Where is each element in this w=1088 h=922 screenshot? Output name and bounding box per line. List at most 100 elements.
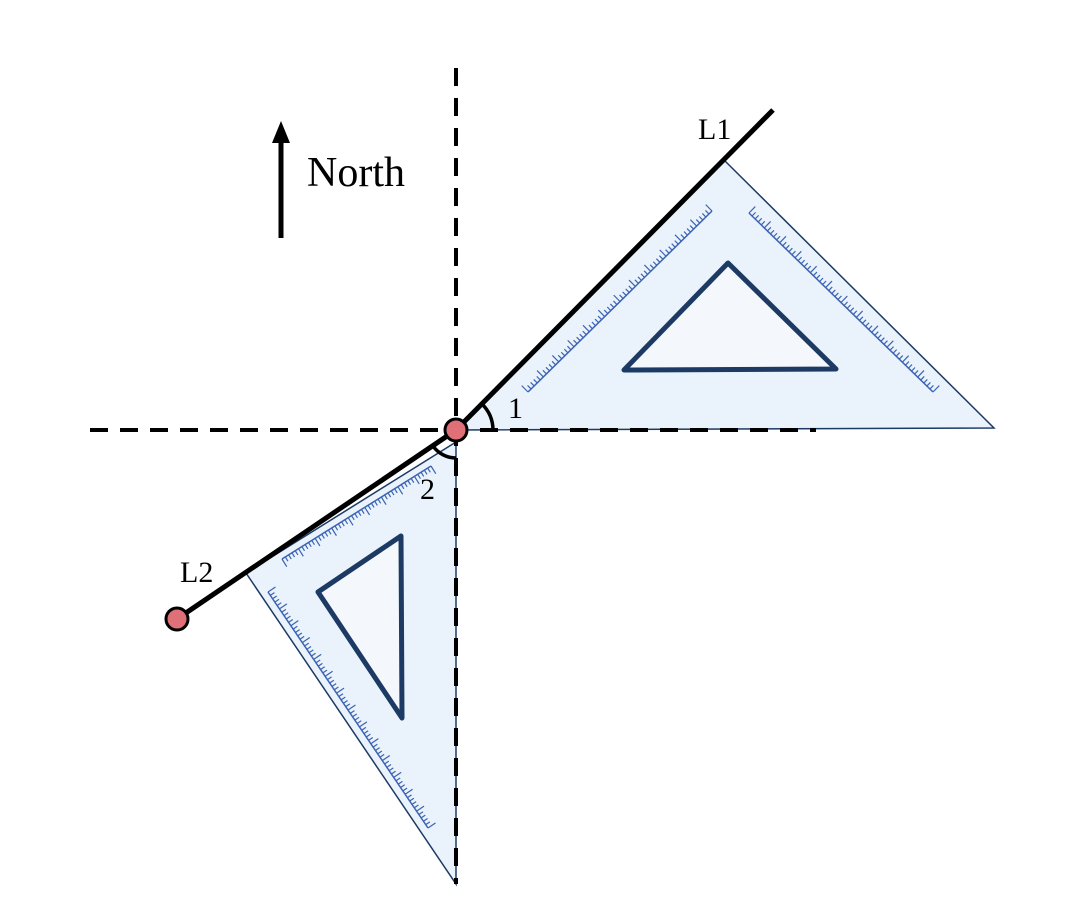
ruler-tick bbox=[797, 256, 802, 262]
set-square-2-ruler-top bbox=[281, 465, 437, 567]
set-square-2-inner bbox=[315, 533, 405, 721]
ruler-tick bbox=[377, 750, 383, 755]
set-square-1 bbox=[454, 158, 996, 431]
ruler-tick bbox=[665, 249, 670, 254]
angle-2-arc bbox=[431, 444, 457, 460]
ruler-tick bbox=[754, 214, 760, 220]
ruler-tick bbox=[384, 494, 388, 500]
ruler-tick bbox=[816, 274, 821, 280]
ruler-tick bbox=[597, 315, 603, 321]
ruler-tick bbox=[628, 279, 636, 287]
ruler-tick bbox=[400, 784, 406, 789]
ruler-tick bbox=[637, 276, 642, 281]
ruler-tick bbox=[307, 542, 312, 548]
ruler-tick bbox=[840, 295, 848, 303]
ruler-tick bbox=[427, 467, 431, 473]
ruler-tick bbox=[420, 814, 426, 819]
ruler-tick bbox=[770, 229, 775, 235]
ruler-tick bbox=[288, 619, 294, 623]
ruler-tick bbox=[791, 250, 796, 256]
ruler-tick bbox=[267, 586, 276, 593]
ruler-tick bbox=[387, 492, 392, 498]
ruler-tick bbox=[548, 363, 553, 369]
ruler-tick bbox=[889, 346, 894, 351]
ruler-tick bbox=[388, 767, 394, 772]
ruler-tick bbox=[354, 716, 360, 721]
ruler-tick bbox=[760, 220, 766, 226]
ruler-tick bbox=[582, 330, 587, 336]
ruler-tick bbox=[285, 615, 291, 620]
ruler-tick bbox=[579, 333, 584, 339]
ruler-tick bbox=[619, 294, 624, 299]
ruler-tick bbox=[295, 629, 300, 633]
ruler-tick bbox=[625, 288, 630, 293]
ruler-tick bbox=[354, 513, 359, 519]
ruler-tick bbox=[336, 687, 345, 694]
ruler-tick bbox=[576, 336, 581, 342]
ruler-tick bbox=[877, 334, 882, 339]
ruler-tick bbox=[361, 726, 367, 731]
ruler-tick bbox=[407, 794, 412, 799]
ruler-tick bbox=[391, 770, 396, 775]
ruler-tick bbox=[825, 280, 833, 289]
ruler-tick bbox=[849, 307, 855, 312]
ruler-tick bbox=[395, 777, 401, 782]
ruler-tick bbox=[883, 340, 888, 345]
ruler-tick bbox=[377, 498, 382, 504]
ruler-tick bbox=[384, 760, 390, 765]
ruler-tick bbox=[365, 733, 371, 738]
ruler-tick bbox=[803, 262, 809, 268]
ruler-tick bbox=[404, 482, 408, 488]
ruler-tick bbox=[911, 367, 916, 372]
ruler-tick bbox=[279, 603, 288, 610]
ruler-tick bbox=[871, 325, 879, 333]
ruler-tick bbox=[360, 509, 365, 514]
ruler-tick bbox=[640, 273, 645, 278]
ruler-tick bbox=[343, 699, 348, 704]
ruler-tick bbox=[269, 592, 275, 596]
ruler-tick bbox=[917, 370, 925, 378]
ruler-tick bbox=[292, 625, 298, 630]
ruler-tick bbox=[800, 259, 806, 265]
ruler-tick bbox=[327, 529, 332, 535]
ruler-tick bbox=[372, 743, 378, 748]
ruler-tick bbox=[301, 637, 311, 644]
ruler-tick bbox=[521, 385, 529, 393]
ruler-tick bbox=[649, 264, 655, 269]
ruler-tick bbox=[416, 805, 425, 812]
l2-end-point bbox=[164, 606, 190, 632]
ruler-tick bbox=[868, 325, 873, 330]
ruler-tick bbox=[701, 213, 707, 218]
ruler-tick bbox=[567, 345, 572, 351]
ruler-tick bbox=[932, 385, 940, 393]
ruler-tick bbox=[806, 265, 812, 271]
ruler-tick bbox=[306, 646, 312, 650]
ruler-tick bbox=[411, 801, 417, 805]
ruler-tick bbox=[397, 486, 404, 495]
ruler-tick bbox=[390, 490, 395, 496]
ruler-tick bbox=[331, 527, 337, 536]
ruler-tick bbox=[367, 504, 372, 510]
ruler-tick bbox=[407, 480, 411, 486]
ruler-tick bbox=[420, 471, 425, 477]
ruler-tick bbox=[855, 310, 864, 318]
ruler-tick bbox=[567, 339, 575, 348]
ruler-tick bbox=[381, 755, 391, 762]
ruler-tick bbox=[652, 261, 658, 266]
ruler-tick bbox=[751, 211, 756, 217]
ruler-tick bbox=[356, 720, 362, 724]
ruler-tick bbox=[655, 258, 661, 263]
ruler-tick bbox=[609, 303, 615, 308]
ruler-tick bbox=[837, 295, 842, 300]
ruler-tick bbox=[530, 381, 535, 387]
ruler-tick bbox=[284, 556, 289, 562]
ruler-tick bbox=[920, 376, 925, 381]
ruler-tick bbox=[622, 291, 627, 296]
angle-2-label: 2 bbox=[420, 473, 435, 506]
ruler-tick bbox=[311, 652, 316, 657]
ruler-tick bbox=[542, 369, 547, 375]
ruler-tick bbox=[757, 217, 763, 223]
ruler-tick bbox=[929, 384, 934, 390]
ruler-tick bbox=[643, 270, 649, 275]
ruler-tick bbox=[659, 249, 667, 257]
